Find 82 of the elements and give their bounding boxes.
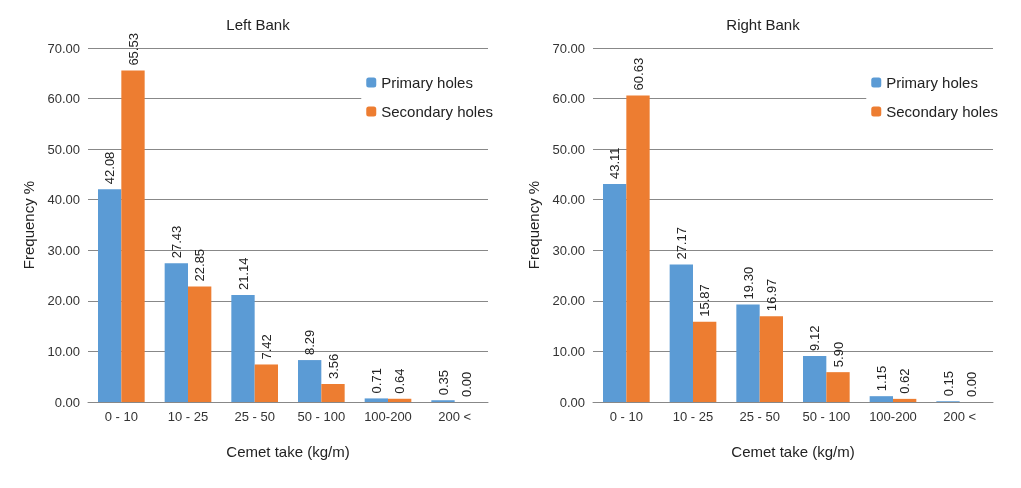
x-tick-label: 0 - 10	[609, 409, 643, 424]
bar	[736, 304, 760, 402]
bar	[254, 364, 278, 402]
y-tick-label: 40.00	[552, 192, 585, 208]
y-tick-label: 50.00	[552, 141, 585, 157]
y-tick-label: 60.00	[47, 91, 80, 107]
y-tick-label: 40.00	[47, 192, 80, 208]
y-tick-label: 60.00	[552, 91, 585, 107]
x-tick-label: 10 - 25	[167, 409, 209, 424]
y-tick-label: 0.00	[54, 394, 80, 410]
data-label: 22.85	[192, 248, 208, 282]
y-tick-label: 20.00	[552, 293, 585, 309]
data-label: 7.42	[258, 334, 274, 360]
data-label: 21.14	[235, 257, 251, 291]
legend-label: Primary holes	[381, 74, 473, 91]
y-tick-label: 70.00	[47, 40, 80, 56]
x-tick-label: 200 <	[438, 409, 472, 424]
y-axis-title: Frequency %	[20, 180, 37, 270]
data-label: 0.00	[963, 371, 979, 397]
bar	[893, 398, 917, 402]
y-tick-label: 30.00	[47, 242, 80, 258]
data-label: 0.00	[458, 371, 474, 397]
bar	[321, 384, 345, 402]
x-tick-label: 100-200	[364, 409, 412, 424]
bar	[869, 396, 893, 402]
chart-title: Left Bank	[226, 16, 291, 33]
bar	[626, 95, 650, 402]
x-tick-label: 200 <	[943, 409, 977, 424]
y-tick-label: 50.00	[47, 141, 80, 157]
bar	[164, 263, 188, 402]
y-tick-label: 70.00	[552, 40, 585, 56]
y-tick-label: 0.00	[559, 394, 585, 410]
data-label: 42.08	[102, 151, 118, 185]
bar	[603, 183, 627, 402]
x-tick-label: 50 - 100	[297, 409, 346, 424]
data-label: 0.62	[897, 368, 913, 394]
bar	[298, 360, 322, 402]
bar	[826, 372, 850, 402]
bar	[669, 264, 693, 402]
data-label: 27.17	[673, 227, 689, 260]
y-tick-label: 10.00	[552, 343, 585, 359]
data-label: 16.97	[763, 278, 779, 312]
x-axis-title: Cemet take (kg/m)	[731, 443, 855, 460]
chart-title: Right Bank	[726, 16, 801, 33]
data-label: 15.87	[697, 284, 713, 317]
data-label: 65.53	[125, 33, 141, 66]
data-label: 5.90	[830, 341, 846, 368]
data-label: 43.11	[607, 147, 623, 179]
data-label: 1.15	[873, 365, 889, 392]
data-label: 19.30	[740, 266, 756, 300]
x-axis-title: Cemet take (kg/m)	[226, 443, 350, 460]
data-label: 8.29	[302, 329, 318, 356]
x-tick-label: 25 - 50	[739, 409, 780, 424]
bar	[98, 189, 122, 402]
bar	[388, 398, 412, 402]
x-tick-label: 0 - 10	[104, 409, 138, 424]
y-tick-label: 10.00	[47, 343, 80, 359]
x-tick-label: 50 - 100	[802, 409, 851, 424]
legend-label: Primary holes	[886, 74, 978, 91]
x-tick-label: 10 - 25	[672, 409, 714, 424]
data-label: 0.71	[368, 368, 384, 394]
y-axis-title: Frequency %	[525, 180, 542, 270]
bar	[693, 321, 717, 402]
x-tick-label: 100-200	[869, 409, 917, 424]
bar	[759, 316, 783, 402]
data-label: 0.15	[940, 370, 956, 397]
data-label: 9.12	[807, 325, 823, 351]
legend-label: Secondary holes	[381, 103, 494, 120]
bar	[121, 70, 145, 402]
bar	[188, 286, 212, 402]
data-label: 0.64	[392, 368, 408, 394]
data-label: 27.43	[168, 225, 184, 259]
data-label: 0.35	[435, 369, 451, 396]
data-label: 60.63	[630, 57, 646, 91]
legend-label: Secondary holes	[886, 103, 999, 120]
bar	[364, 398, 388, 402]
bar	[231, 295, 255, 402]
bar	[803, 355, 827, 402]
y-tick-label: 30.00	[552, 242, 585, 258]
x-tick-label: 25 - 50	[234, 409, 275, 424]
data-label: 3.56	[325, 353, 341, 379]
y-tick-label: 20.00	[47, 293, 80, 309]
